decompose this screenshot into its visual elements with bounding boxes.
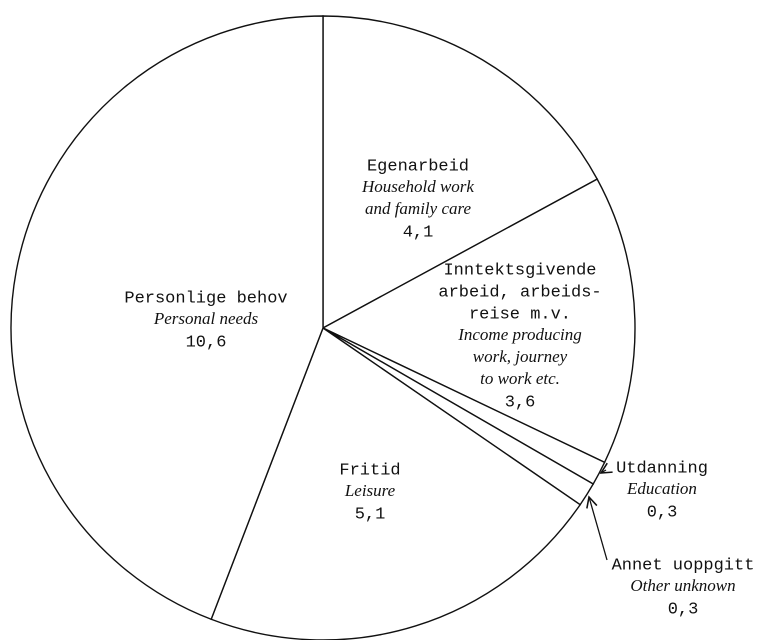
slice-label-en: to work etc. [480,369,560,388]
slice-label-en: Other unknown [630,576,735,595]
arrow [601,470,606,473]
value-label: 0,3 [668,600,699,619]
pie-slice [210,326,582,640]
slice-label-en: work, journey [473,347,568,366]
arrow [589,497,608,561]
slice-label: Fritid [339,461,400,480]
slice-label: Utdanning [616,459,708,478]
slice-label-en: and family care [365,199,472,218]
value-label: 10,6 [186,333,227,352]
slice-label-en: Income producing [457,325,582,344]
value-label: 0,3 [647,503,678,522]
value-label: 3,6 [505,393,536,412]
slice-label: Egenarbeid [367,157,469,176]
value-label: 4,1 [403,223,434,242]
slice-label-en: Education [626,479,697,498]
slice-label-en: Leisure [344,481,396,500]
pie-slice [322,15,599,330]
slice-label: Annet uoppgitt [612,556,755,575]
slice-label-en: Personal needs [153,309,259,328]
pie-slice [321,178,636,464]
value-label: 5,1 [355,505,386,524]
slice-label: Inntektsgivende [443,261,596,280]
slice-label: arbeid, arbeids- [438,283,601,302]
slice-label-en: Household work [361,177,474,196]
pie-slice [10,15,324,621]
slice-label: Personlige behov [124,289,287,308]
slice-label: reise m.v. [469,305,571,324]
